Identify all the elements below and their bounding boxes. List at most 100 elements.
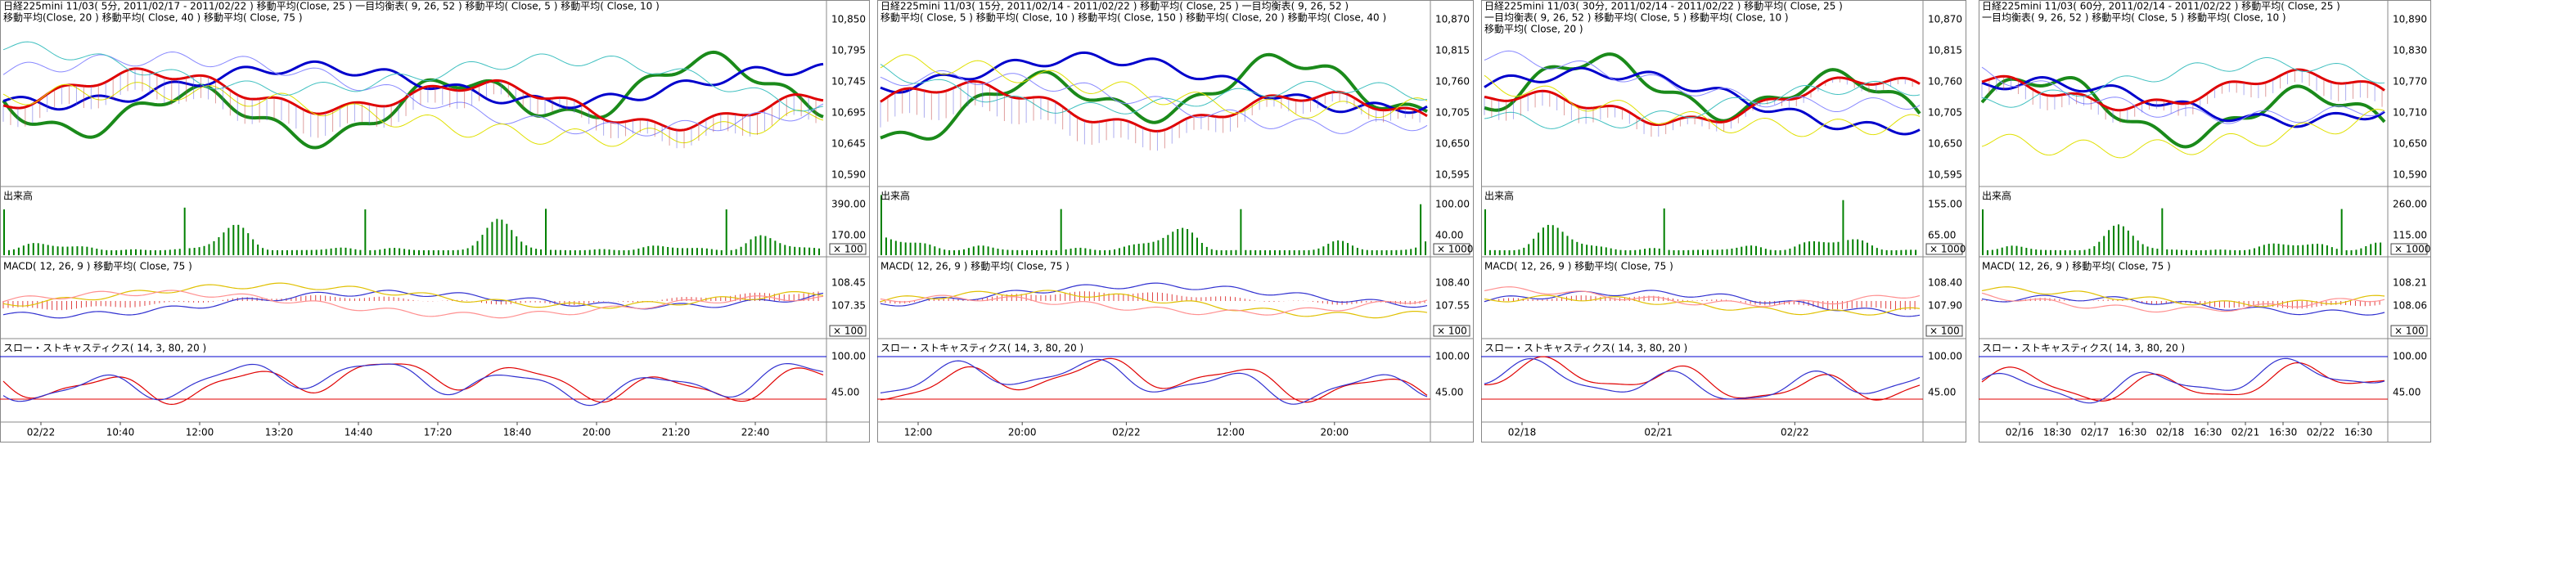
volume-bar (682, 248, 684, 255)
volume-bar (1663, 208, 1665, 255)
macd-line (1981, 286, 2385, 308)
volume-bar (1011, 249, 1014, 255)
volume-bar (394, 248, 396, 255)
volume-bar (1157, 240, 1160, 255)
volume-bar (1716, 249, 1718, 255)
volume-bar (2098, 241, 2101, 255)
chart-panel: 日経225mini 11/03( 5分, 2011/02/17 - 2011/0… (0, 0, 870, 442)
volume-bar (1055, 249, 1057, 255)
volume-bar (1488, 249, 1491, 255)
volume-bar (47, 245, 49, 255)
time-tick-label: 18:30 (2043, 427, 2072, 438)
macd-tick-label: 108.45 (831, 277, 866, 289)
volume-bar (1799, 244, 1801, 255)
volume-bar (924, 243, 926, 255)
volume-bar (1137, 244, 1140, 255)
volume-bar (130, 249, 133, 255)
volume-bar (1813, 241, 1815, 255)
volume-bar (2307, 244, 2309, 255)
volume-bar (1986, 249, 1988, 255)
macd-label: MACD( 12, 26, 9 ) 移動平均( Close, 75 ) (3, 261, 192, 272)
volume-bar (32, 243, 34, 255)
volume-bar (1498, 249, 1501, 255)
volume-bar (904, 242, 907, 255)
volume-tick-label: 170.00 (831, 230, 866, 241)
volume-bar (1842, 200, 1844, 255)
volume-tick-label: 40.00 (1435, 230, 1463, 241)
volume-bar (1837, 241, 1840, 255)
chart-header: 移動平均( Close, 5 ) 移動平均( Close, 10 ) 移動平均(… (880, 12, 1386, 24)
volume-bar (1133, 244, 1135, 255)
volume-bar (364, 209, 367, 255)
volume-bar (1313, 249, 1315, 255)
volume-bar (262, 248, 264, 255)
volume-bar (1308, 249, 1310, 255)
time-tick-label: 02/22 (1112, 427, 1141, 438)
volume-bar (290, 249, 293, 255)
stoch-line (2, 362, 824, 407)
volume-bar (1026, 249, 1029, 255)
volume-bar (754, 236, 757, 255)
price-line (880, 70, 1428, 134)
volume-bar (389, 248, 391, 255)
volume-bar (1031, 249, 1034, 255)
price-tick-label: 10,710 (2393, 107, 2427, 119)
price-tick-label: 10,745 (831, 76, 866, 88)
volume-bar (1523, 247, 1525, 255)
time-tick-label: 17:20 (424, 427, 453, 438)
volume-bar (1070, 248, 1072, 255)
volume-bar (934, 246, 936, 255)
volume-bar (1741, 246, 1743, 255)
volume-bar (1288, 249, 1290, 255)
volume-bar (12, 249, 15, 255)
stochastics-tick-label: 45.00 (1435, 387, 1463, 398)
stochastics-tick-label: 45.00 (831, 387, 859, 398)
volume-bar (173, 249, 176, 255)
volume-bar (2292, 245, 2295, 255)
volume-bar (1366, 249, 1368, 255)
volume-bar (399, 248, 401, 255)
time-tick-label: 02/22 (1781, 427, 1809, 438)
time-tick-label: 02/18 (1508, 427, 1537, 438)
volume-bar (919, 242, 921, 255)
unit-box (2390, 243, 2428, 255)
volume-bar (579, 249, 581, 255)
volume-bar (1910, 249, 1912, 255)
volume-bar (2302, 245, 2304, 255)
volume-bar (1303, 249, 1305, 255)
volume-bar (1595, 245, 1597, 255)
volume-bar (774, 240, 777, 255)
volume-bar (569, 249, 571, 255)
volume-bar (967, 248, 970, 255)
volume-bar (1605, 247, 1607, 255)
time-tick-label: 20:00 (1008, 427, 1037, 438)
volume-bar (759, 235, 762, 255)
macd-tick-label: 108.06 (2393, 300, 2427, 312)
volume-bar (1493, 249, 1496, 255)
volume-bar (7, 249, 10, 255)
volume-bar (115, 249, 118, 255)
volume-bar (2054, 249, 2056, 255)
volume-bar (1624, 249, 1627, 255)
chart-header: 日経225mini 11/03( 5分, 2011/02/17 - 2011/0… (3, 1, 660, 12)
volume-bar (325, 249, 327, 255)
volume-bar (1118, 248, 1120, 255)
volume-bar (120, 249, 123, 255)
volume-bar (1298, 249, 1300, 255)
volume-bar (1347, 243, 1349, 255)
price-line (880, 64, 1428, 115)
volume-unit: × 100 (833, 244, 863, 255)
volume-bar (1634, 249, 1637, 255)
volume-bar (1322, 246, 1325, 255)
chart-header: 日経225mini 11/03( 60分, 2011/02/14 - 2011/… (1982, 1, 2340, 12)
unit-box (829, 325, 867, 337)
time-tick-label: 16:30 (2344, 427, 2373, 438)
volume-bar (218, 236, 220, 255)
volume-bar (1750, 245, 1753, 255)
volume-bar (1074, 248, 1077, 255)
volume-bar (1827, 242, 1830, 255)
volume-tick-label: 65.00 (1928, 230, 1956, 241)
volume-bar (223, 232, 225, 255)
volume-bar (359, 249, 362, 255)
volume-bar (2083, 249, 2086, 255)
